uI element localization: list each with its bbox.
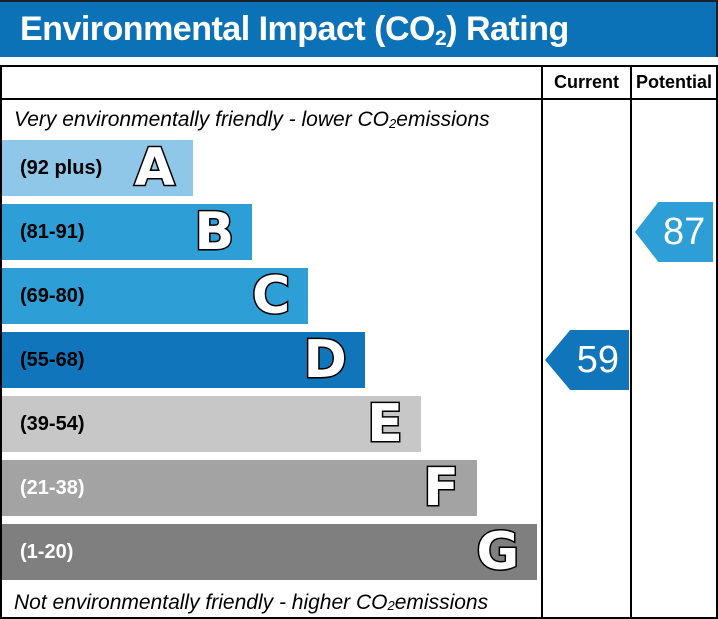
table-body-row: Very environmentally friendly - lower CO… [2, 100, 716, 617]
top-note-subscript: 2 [389, 115, 397, 131]
top-note-text: Very environmentally friendly - lower CO [14, 108, 390, 131]
chart-title-subscript: 2 [434, 27, 447, 51]
current-column-header: Current [543, 67, 632, 98]
potential-rating-arrow: 87 [635, 202, 713, 262]
bands-cell: Very environmentally friendly - lower CO… [2, 100, 543, 617]
potential-column-header: Potential [635, 72, 712, 92]
header-spacer-cell [2, 67, 543, 98]
band-row-b: (81-91) B [2, 202, 253, 262]
band-d-letter: D [302, 330, 348, 390]
chart-title-text: Environmental Impact (CO [20, 10, 435, 48]
chart-title: Environmental Impact (CO2) Rating [20, 10, 569, 51]
table-header-row: Current Potential [2, 67, 716, 100]
potential-rating-value: 87 [662, 211, 706, 253]
top-note-suffix: emissions [396, 108, 490, 131]
band-f-range-label: (21-38) [20, 476, 85, 499]
band-c-range-label: (69-80) [20, 284, 85, 307]
band-row-e: (39-54) E [2, 394, 421, 454]
rating-table: Current Potential Very environmentally f… [0, 65, 718, 619]
bottom-note: Not environmentally friendly - higher CO… [2, 588, 541, 617]
band-f-letter: F [422, 458, 460, 518]
chart-title-bar: Environmental Impact (CO2) Rating [0, 0, 718, 57]
bottom-note-text: Not environmentally friendly - higher CO [14, 590, 388, 614]
band-e-letter: E [366, 394, 404, 454]
band-b-letter: B [193, 202, 236, 262]
top-note: Very environmentally friendly - lower CO… [2, 100, 541, 140]
band-row-d: (55-68) D [2, 330, 365, 390]
current-rating-value: 59 [576, 339, 620, 381]
band-c-letter: C [250, 266, 291, 326]
band-e-range-label: (39-54) [20, 412, 85, 435]
current-rating-cell: 59 [543, 100, 632, 617]
current-rating-arrow: 59 [545, 330, 629, 390]
band-a-range-label: (92 plus) [20, 156, 103, 179]
band-row-f: (21-38) F [2, 458, 477, 518]
band-b-range-label: (81-91) [20, 220, 85, 243]
band-g-range-label: (1-20) [20, 540, 74, 563]
band-a-letter: A [133, 138, 176, 198]
band-d-range-label: (55-68) [20, 348, 85, 371]
potential-rating-cell: 87 [632, 100, 716, 617]
bands-column: Very environmentally friendly - lower CO… [2, 100, 541, 617]
band-g-letter: G [475, 522, 521, 582]
bottom-note-subscript: 2 [387, 598, 395, 614]
band-row-a: (92 plus) A [2, 138, 193, 198]
band-row-c: (69-80) C [2, 266, 309, 326]
bottom-note-suffix: emissions [394, 590, 489, 614]
band-row-g: (1-20) G [2, 522, 538, 582]
chart-title-suffix: ) Rating [446, 10, 569, 48]
